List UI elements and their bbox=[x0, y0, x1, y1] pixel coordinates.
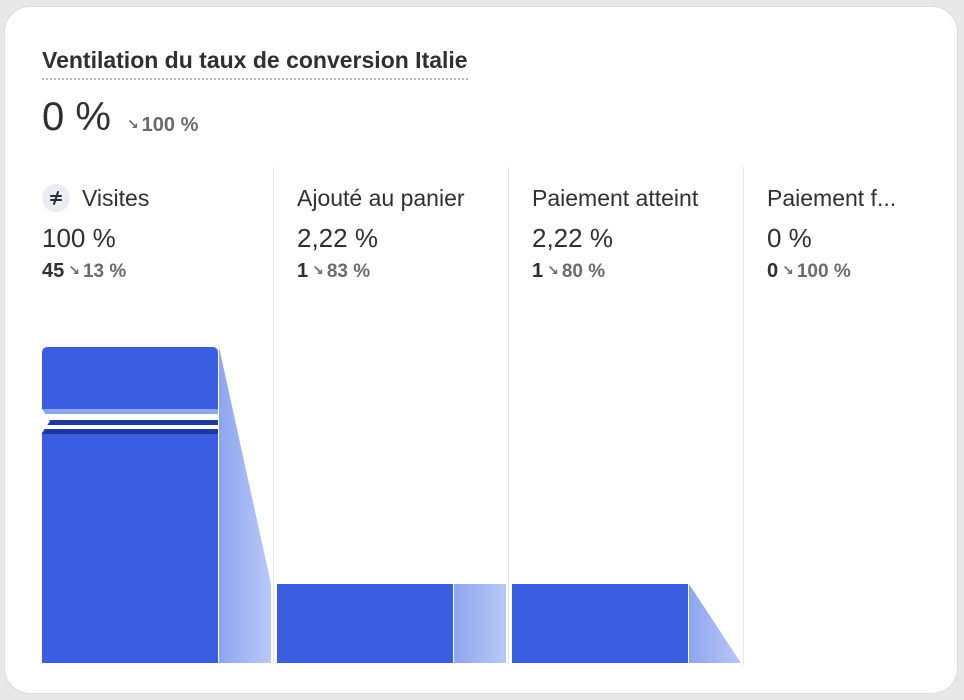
stage-count: 1 bbox=[532, 260, 544, 282]
stage-column-checkout-completed: Paiement f... 0 % 0 ↘ 100 % bbox=[767, 183, 957, 283]
traffic-icon bbox=[42, 184, 70, 212]
stage-change: ↘ 83 % bbox=[312, 261, 370, 283]
card-title[interactable]: Ventilation du taux de conversion Italie bbox=[42, 47, 468, 80]
funnel-dropoff bbox=[454, 584, 506, 663]
stage-change-value: 100 % bbox=[796, 260, 851, 282]
stage-count: 1 bbox=[297, 260, 309, 282]
stage-label: Ajouté au panier bbox=[297, 183, 522, 213]
axis-break-stripe bbox=[42, 429, 218, 434]
axis-break-stripe bbox=[42, 414, 218, 420]
funnel-dropoff bbox=[689, 584, 741, 663]
stage-label-text: Visites bbox=[82, 184, 150, 211]
stage-change: ↘ 80 % bbox=[547, 261, 605, 283]
funnel-dropoff bbox=[219, 347, 271, 663]
stage-percent: 2,22 % bbox=[297, 223, 378, 253]
funnel-bar bbox=[277, 584, 453, 663]
funnel-bar bbox=[512, 584, 688, 663]
funnel-chart bbox=[42, 347, 741, 663]
stage-label-text: Ajouté au panier bbox=[297, 184, 465, 211]
stage-percent: 100 % bbox=[42, 223, 116, 253]
column-divider bbox=[508, 167, 509, 665]
stage-details: 1 ↘ 80 % bbox=[532, 260, 757, 283]
stage-details: 45 ↘ 13 % bbox=[42, 260, 267, 283]
conversion-summary: 0 % ↘ 100 % bbox=[42, 95, 198, 140]
conversion-breakdown-card: Ventilation du taux de conversion Italie… bbox=[4, 6, 958, 694]
stage-column-added-to-cart: Ajouté au panier 2,22 % 1 ↘ 83 % bbox=[297, 183, 522, 283]
stage-label: Paiement atteint bbox=[532, 183, 757, 213]
conversion-rate-change: ↘ 100 % bbox=[127, 114, 198, 137]
stage-percent: 0 % bbox=[767, 223, 812, 253]
arrow-down-right-icon: ↘ bbox=[126, 116, 139, 132]
arrow-down-right-icon: ↘ bbox=[312, 262, 324, 278]
stage-change: ↘ 100 % bbox=[782, 261, 851, 283]
stage-details: 0 ↘ 100 % bbox=[767, 260, 957, 283]
stage-percent: 2,22 % bbox=[532, 223, 613, 253]
axis-break-stripe bbox=[42, 425, 218, 429]
stage-change-value: 83 % bbox=[326, 260, 371, 282]
column-divider bbox=[743, 167, 744, 665]
stage-details: 1 ↘ 83 % bbox=[297, 260, 522, 283]
stage-label-text: Paiement atteint bbox=[532, 184, 699, 211]
conversion-rate-value: 0 % bbox=[42, 95, 111, 139]
stage-label: Visites bbox=[42, 183, 267, 213]
stage-change-value: 13 % bbox=[82, 260, 127, 282]
axis-break-notch bbox=[42, 409, 50, 433]
column-divider bbox=[273, 167, 274, 665]
stage-change: ↘ 13 % bbox=[68, 261, 126, 283]
funnel-bar bbox=[42, 347, 218, 663]
axis-break-stripe bbox=[42, 409, 218, 414]
stage-column-checkout-reached: Paiement atteint 2,22 % 1 ↘ 80 % bbox=[532, 183, 757, 283]
axis-break-stripe bbox=[42, 420, 218, 425]
stage-column-visits: Visites 100 % 45 ↘ 13 % bbox=[42, 183, 267, 283]
conversion-rate-change-value: 100 % bbox=[141, 114, 199, 136]
stage-label[interactable]: Paiement f... bbox=[767, 183, 957, 213]
arrow-down-right-icon: ↘ bbox=[782, 262, 794, 278]
stage-count: 0 bbox=[767, 260, 779, 282]
stage-label-text: Paiement f... bbox=[767, 184, 897, 211]
stage-change-value: 80 % bbox=[561, 260, 606, 282]
arrow-down-right-icon: ↘ bbox=[68, 262, 80, 278]
stage-count: 45 bbox=[42, 260, 65, 282]
arrow-down-right-icon: ↘ bbox=[547, 262, 559, 278]
